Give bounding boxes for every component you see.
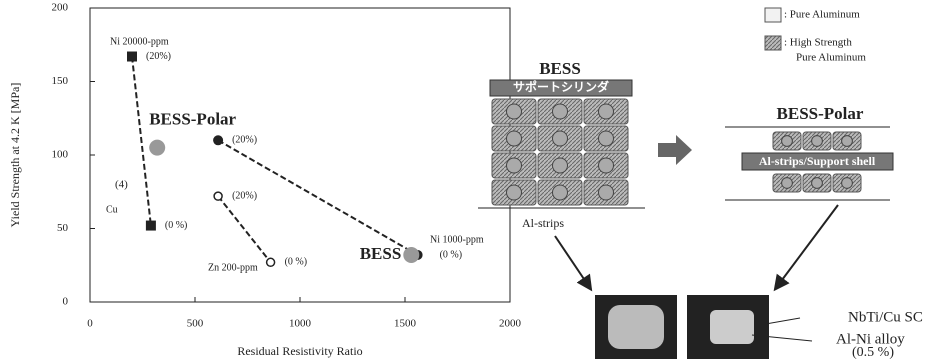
page: Residual Resistivity Ratio Yield Strengt… [0,0,940,361]
x-tick-label: 0 [87,318,93,330]
series-name: Zn 200-ppm [208,262,258,273]
cell-core [507,131,522,146]
point-label: BESS [360,244,402,263]
cell-core [812,136,823,147]
legend-swatch [765,36,781,50]
figure: Residual Resistivity Ratio Yield Strengt… [0,0,940,361]
x-tick-label: 500 [187,318,204,330]
y-tick-label: 0 [63,296,69,308]
series-name: Ni 20000-ppm [110,36,169,47]
y-tick-label: 150 [52,75,69,87]
point [213,135,223,145]
arrow [776,205,838,288]
cylinder-label: サポートシリンダ [513,79,609,94]
shell-label: Al-strips/Support shell [759,154,876,168]
y-tick-label: 50 [57,222,69,234]
cell-core [599,104,614,119]
point-label: (20%) [232,190,257,201]
bess-polar-title: BESS-Polar [777,104,864,123]
point-label: (0 %) [285,257,308,268]
point-label: BESS-Polar [149,110,236,129]
cell-core [507,104,522,119]
photo-detail [710,310,754,344]
y-axis-title: Yield Strength at 4.2 K [MPa] [8,83,22,228]
point-label: (0 %) [440,249,463,260]
legend-text: : High Strength [784,37,852,49]
y-tick-label: 200 [52,2,69,14]
cell-core [507,185,522,200]
arrow [658,135,692,165]
legend-text: : Pure Aluminum [784,9,860,21]
point [146,221,156,231]
x-axis-title: Residual Resistivity Ratio [237,344,362,358]
cell-core [842,136,853,147]
point-label: (20%) [232,135,257,146]
point [267,258,275,266]
cell-core [599,131,614,146]
strips-label: Al-strips [522,216,564,230]
point-label: (20%) [146,51,171,62]
cell-core [553,185,568,200]
legend-swatch [765,8,781,22]
series-line [132,57,151,226]
point [149,140,165,156]
callout: (0.5 %) [852,345,894,360]
callout: NbTi/Cu SC [848,309,923,325]
cell-core [553,131,568,146]
cell-core [507,158,522,173]
x-tick-label: 1000 [289,318,312,330]
series-name: Cu [106,204,118,215]
point [403,247,419,263]
annotation: (4) [115,179,128,191]
point-label: (0 %) [165,220,188,231]
point [214,192,222,200]
legend-text: Pure Aluminum [796,52,866,64]
series-name: Ni 1000-ppm [430,234,484,245]
cell-core [842,178,853,189]
cell-core [812,178,823,189]
point [127,52,137,62]
x-tick-label: 2000 [499,318,522,330]
arrow [555,236,590,288]
cell-core [599,185,614,200]
photo-detail [608,305,664,349]
y-tick-label: 100 [52,149,69,161]
series-line [218,196,271,262]
cell-core [599,158,614,173]
x-tick-label: 1500 [394,318,417,330]
cell-core [782,178,793,189]
cell-core [553,104,568,119]
bess-title: BESS [539,59,581,78]
cell-core [553,158,568,173]
cell-core [782,136,793,147]
cell-grid [492,99,628,205]
